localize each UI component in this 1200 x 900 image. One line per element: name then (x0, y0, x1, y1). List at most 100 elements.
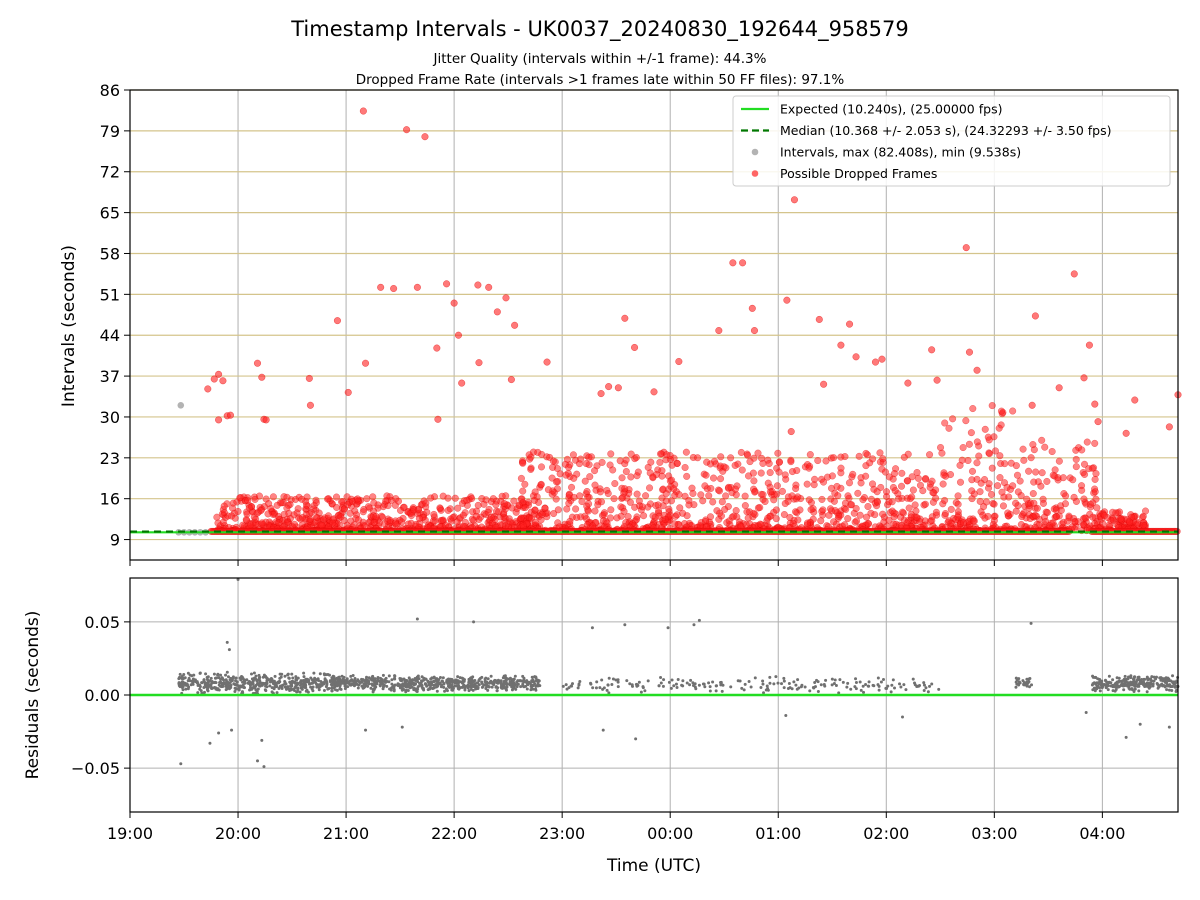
residual-point (214, 687, 218, 691)
dropped-frame-point (1072, 463, 1080, 471)
residual-point (605, 688, 609, 692)
residual-point (438, 681, 442, 685)
top-y-tick-label: 86 (100, 81, 120, 100)
dropped-frame-point (618, 474, 626, 482)
dropped-frame-point (451, 494, 459, 502)
residual-point (1157, 685, 1161, 689)
residual-point (1106, 682, 1110, 686)
residual-point (428, 687, 432, 691)
residual-point (457, 687, 461, 691)
dropped-frame-point (611, 480, 619, 488)
dropped-frame-point (1165, 423, 1173, 431)
dropped-frame-point (1014, 488, 1022, 496)
dropped-frame-point (324, 495, 332, 503)
dropped-frame-point (474, 281, 482, 289)
residual-point (294, 675, 298, 679)
dropped-frame-point (422, 499, 430, 507)
dropped-frame-point (1088, 464, 1096, 472)
residual-point (1091, 674, 1095, 678)
dropped-frame-point (454, 331, 462, 339)
residual-point (415, 617, 419, 621)
residual-point (685, 681, 689, 685)
residual-point (216, 673, 220, 677)
dropped-frame-point (449, 513, 457, 522)
dropped-frame-point (929, 498, 937, 506)
dropped-frame-point (1025, 467, 1033, 475)
dropped-frame-point (364, 503, 372, 511)
dropped-frame-point (456, 514, 464, 522)
dropped-frame-point (1013, 471, 1022, 479)
residual-point (398, 677, 402, 681)
dropped-frame-point (583, 502, 591, 510)
dropped-frame-point (819, 478, 828, 486)
dropped-frame-point (759, 491, 767, 499)
dropped-frame-point (635, 497, 643, 505)
residual-point (362, 686, 366, 690)
dropped-frame-point (538, 510, 546, 519)
dropped-frame-point (649, 473, 657, 481)
dropped-frame-point (1017, 520, 1025, 529)
residual-point (266, 678, 270, 682)
dropped-frame-point (390, 284, 398, 293)
residual-point (302, 683, 306, 687)
dropped-frame-point (904, 477, 912, 485)
dropped-frame-point (1029, 441, 1037, 449)
dropped-frame-point (489, 495, 497, 503)
dropped-frame-point (537, 480, 545, 488)
dropped-frame-point (772, 506, 780, 514)
residual-point (275, 685, 279, 689)
residual-point (833, 678, 837, 682)
residual-point (226, 675, 230, 679)
legend-swatch-marker (751, 148, 759, 156)
residual-point (594, 686, 598, 690)
dropped-frame-point (613, 514, 621, 522)
dropped-frame-point (873, 498, 881, 506)
dropped-frame-point (573, 513, 581, 522)
residual-point (387, 680, 391, 684)
residual-point (774, 675, 778, 679)
residual-point (309, 676, 313, 680)
residual-point (867, 680, 871, 684)
residual-point (511, 679, 515, 683)
residual-point (404, 690, 408, 694)
dropped-frame-point (879, 510, 887, 518)
residual-point (441, 676, 445, 680)
residual-point (363, 679, 367, 683)
chart-subtitle-dropped: Dropped Frame Rate (intervals >1 frames … (356, 72, 845, 88)
residual-point (322, 688, 326, 692)
dropped-frame-point (828, 472, 836, 480)
dropped-frame-point (220, 508, 228, 517)
dropped-frame-point (605, 383, 613, 391)
residual-point (265, 681, 269, 685)
dropped-frame-point (722, 492, 730, 500)
dropped-frame-point (306, 515, 314, 523)
residual-point (336, 682, 340, 686)
residual-point (330, 689, 334, 693)
dropped-frame-point (369, 493, 377, 501)
dropped-frame-point (988, 402, 996, 410)
dropped-frame-point (954, 500, 962, 508)
residual-point (252, 671, 256, 675)
dropped-frame-point (811, 475, 819, 483)
residual-point (486, 677, 490, 681)
residual-point (1029, 621, 1033, 625)
dropped-frame-point (696, 521, 704, 530)
dropped-frame-point (283, 493, 291, 501)
dropped-frame-point (996, 452, 1004, 460)
dropped-frame-point (805, 496, 813, 504)
dropped-frame-point (591, 481, 599, 489)
dropped-frame-point (853, 517, 861, 525)
dropped-frame-point (1085, 341, 1093, 349)
residual-point (824, 678, 828, 682)
dropped-frame-point (908, 493, 916, 501)
residual-point (1084, 711, 1088, 715)
residual-point (646, 679, 650, 683)
dropped-frame-point (519, 487, 527, 495)
dropped-frame-point (403, 126, 411, 134)
residual-point (356, 686, 360, 690)
residual-point (534, 687, 538, 691)
chart-title: Timestamp Intervals - UK0037_20240830_19… (290, 17, 909, 42)
residual-point (922, 688, 926, 692)
dropped-frame-point (973, 366, 981, 374)
dropped-frame-point (640, 512, 648, 520)
